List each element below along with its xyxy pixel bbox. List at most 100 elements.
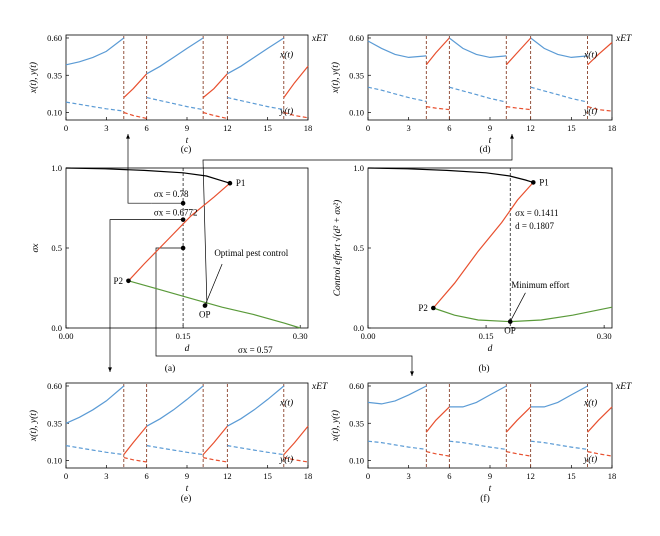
curve-b [367,167,534,183]
point-op-a [202,303,208,308]
point-label-p1-a: P1 [236,178,246,188]
y-axis-label-d: x(t), y(t) [330,62,341,94]
x-tick-label-f: 0 [366,471,370,481]
panel-label-d: (d) [479,144,490,155]
annotation-b-0: σx = 0.1411 [515,208,558,218]
series-line-c [202,73,228,99]
point-p2-a [126,278,131,284]
y-axis-label-a: σx [31,243,41,253]
marker-a [180,245,186,251]
annotation-a-2: Optimal pest control [214,248,288,258]
x-tick-label-c: 12 [223,123,232,133]
series-line-c [146,97,204,111]
series-label-y-e: y(t) [279,454,293,465]
point-label-op-a: OP [199,310,211,320]
y-tick-label-e: 0.60 [47,381,62,391]
x-tick-label-d: 12 [526,123,535,133]
y-tick-label-b: 0.5 [353,243,364,253]
x-tick-label-f: 15 [567,471,576,481]
series-line-e [65,385,125,424]
x-axis-label-d: t [489,136,492,146]
x-tick-label-c: 0 [64,123,68,133]
plot-frame-d [367,34,613,121]
panel-label-e: (e) [181,493,192,504]
y-tick-label-a: 0.5 [51,243,62,253]
series-line-e [202,425,228,456]
connector-annotation: σx = 0.57 [238,345,273,355]
x-axis-label-e: t [186,484,189,494]
curve-a [128,182,231,282]
threshold-label-c: xET [311,34,328,44]
y-tick-label-f: 0.60 [349,381,364,391]
leader-b-1 [509,292,526,322]
x-tick-label-c: 15 [263,123,272,133]
series-line-d [506,106,531,111]
x-tick-label-f: 12 [526,471,535,481]
y-axis-label-e: x(t), y(t) [28,410,39,442]
connector-to-d-head [510,134,514,139]
panel-b: 0.00 0.15 0.30 0.0 0.5 1.0 d (b) Control effort … [332,163,613,374]
x-tick-label-e: 6 [145,471,149,481]
series-line-d [505,37,532,66]
curve-b [432,181,534,309]
point-label-op-b: OP [504,326,516,336]
series-label-y-d: y(t) [583,106,597,117]
x-tick-label-c: 9 [185,123,189,133]
series-line-e [202,457,228,463]
connector-to-d [202,134,513,306]
series-line-c [202,111,228,120]
y-axis-label-b: Control effort √(d² + σx²) [332,200,343,297]
series-line-d [367,40,427,59]
series-line-f [587,406,613,433]
series-line-e [227,385,285,427]
series-label-x-e: x(t) [279,397,293,408]
series-line-c [283,111,309,119]
x-tick-label-d: 15 [567,123,576,133]
y-tick-label-f: 0.10 [349,456,364,466]
x-tick-label-b: 0.00 [361,331,376,341]
x-tick-label-a: 0.30 [293,331,308,341]
panel-label-b: (b) [478,363,489,374]
series-line-e [283,457,309,463]
y-tick-label-c: 0.10 [47,108,62,118]
annotation-a-0: σx = 0.78 [154,189,189,199]
series-line-f [506,451,531,457]
x-tick-label-b: 0.30 [597,331,612,341]
panel-d: 0 3 6 9 12 15 18 0.10 0.35 0.60 t(d) x(t), y(t) xET x… [330,33,632,155]
series-label-x-d: x(t) [583,49,597,60]
panel-a: 0.00 0.15 0.30 0.0 0.5 1.0 d (a) σx P1 P2 OP σx = 0.… [31,163,309,374]
annotation-a-1: σx = 0.6772 [154,208,198,218]
point-label-p2-a: P2 [113,276,123,286]
series-label-x-c: x(t) [279,49,293,60]
y-axis-label-f: x(t), y(t) [330,410,341,442]
point-label-p2-b: P2 [418,303,428,313]
point-label-p1-b: P1 [539,177,549,187]
plot-frame-b [367,167,613,329]
x-tick-label-e: 12 [223,471,232,481]
x-axis-label-f: t [489,484,492,494]
annotation-b-2: Minimum effort [511,280,570,290]
series-line-e [227,445,284,456]
series-line-f [449,385,507,408]
x-tick-label-a: 0.15 [176,331,191,341]
series-line-d [587,106,613,112]
y-tick-label-d: 0.10 [349,108,364,118]
x-tick-label-f: 18 [608,471,617,481]
x-tick-label-f: 9 [488,471,492,481]
x-tick-label-c: 3 [104,123,108,133]
y-tick-label-c: 0.35 [47,70,62,80]
series-line-c [146,37,204,75]
connector-to-f [155,247,413,376]
panel-label-a: (a) [165,363,176,374]
series-line-f [505,406,532,433]
series-line-f [587,451,613,457]
connector-layer [108,134,514,376]
series-line-d [587,42,613,66]
series-line-f [530,385,588,408]
x-tick-label-d: 3 [407,123,411,133]
connector-to-c-head [126,134,130,139]
x-tick-label-d: 6 [447,123,451,133]
x-axis-label-b: d [488,344,493,354]
series-line-c [227,97,284,111]
